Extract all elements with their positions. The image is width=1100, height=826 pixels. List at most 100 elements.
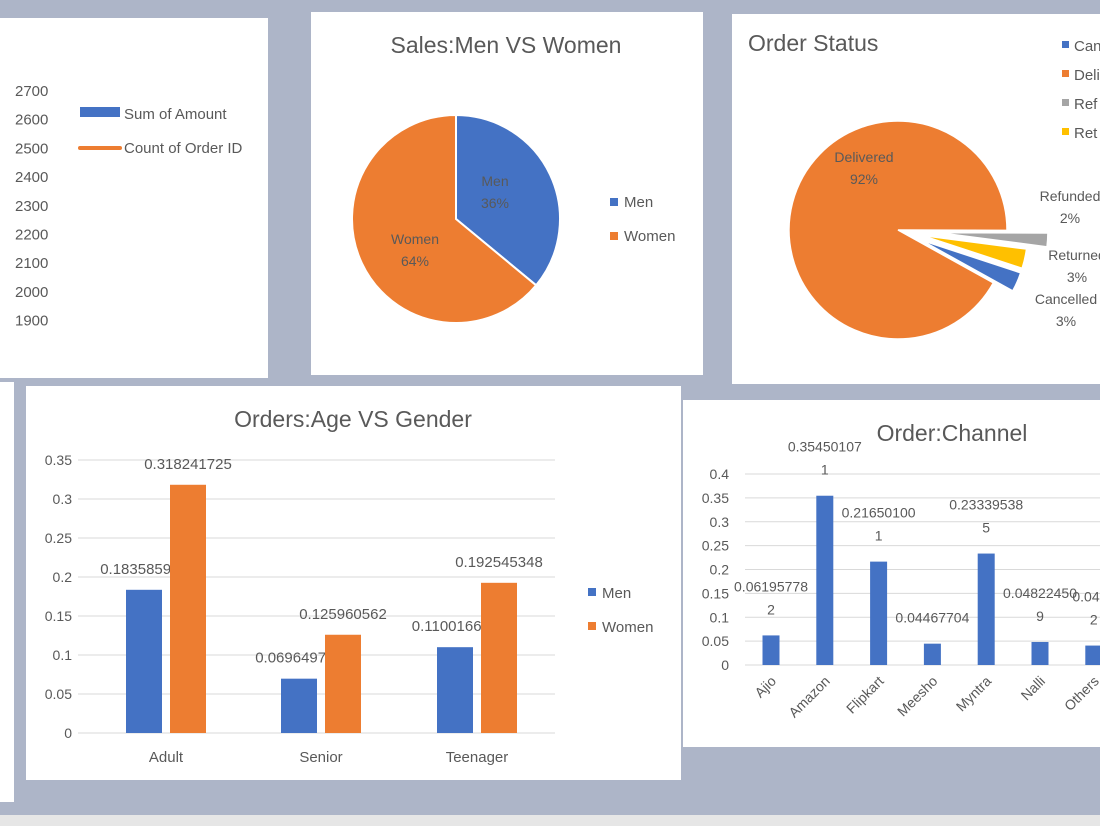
y-tick-label: 2000: [15, 284, 48, 301]
data-label: Refunded: [1040, 188, 1100, 204]
data-label: 64%: [401, 253, 429, 269]
data-label: 0.069649788: [255, 650, 343, 667]
x-tick-label: Myntra: [953, 673, 995, 715]
data-label: 2: [767, 601, 775, 617]
data-label: 0.23339538: [949, 497, 1023, 513]
y-tick-label: 2400: [15, 169, 48, 186]
legend-swatch: [610, 198, 618, 206]
bar-meesho: [923, 643, 941, 665]
legend-swatch: [1062, 41, 1069, 48]
legend-swatch: [610, 232, 618, 240]
data-label: 0.21650100: [842, 505, 916, 521]
y-tick-label: 0.25: [702, 538, 729, 554]
bar-ajio: [762, 635, 780, 665]
legend-swatch: [1062, 99, 1069, 106]
data-label: 1: [821, 462, 829, 478]
x-tick-label: Ajio: [751, 673, 779, 701]
bar-men-adult: [126, 589, 162, 733]
pie-slice-delivered: [788, 120, 1008, 340]
bar-amazon: [816, 495, 834, 665]
data-label: 0.04822450: [1003, 585, 1077, 601]
chart-title: Sales:Men VS Women: [391, 32, 622, 58]
bar-myntra: [977, 553, 995, 665]
data-label: 0.35450107: [788, 439, 862, 455]
panel-order-channel: [683, 400, 1100, 747]
x-tick-label: Adult: [149, 749, 184, 766]
data-label: 5: [982, 520, 990, 536]
bar-nalli: [1031, 641, 1049, 665]
bar-women-senior: [325, 634, 361, 733]
legend-swatch: [588, 588, 596, 596]
legend-label: Deli: [1074, 67, 1100, 84]
y-tick-label: 2100: [15, 255, 48, 272]
data-label: 3%: [1067, 269, 1087, 285]
bar-men-teenager: [437, 647, 473, 733]
y-tick-label: 0.15: [702, 585, 729, 601]
x-tick-label: Senior: [299, 749, 342, 766]
x-tick-label: Meesho: [894, 673, 941, 720]
data-label: Delivered: [834, 149, 893, 165]
status-bar: [0, 815, 1100, 826]
panel-amount-count: [0, 18, 268, 378]
y-tick-label: 2700: [15, 83, 48, 100]
legend-label: Count of Order ID: [124, 140, 243, 157]
legend-swatch: [1062, 70, 1069, 77]
y-tick-label: 0: [64, 725, 72, 741]
y-tick-label: 2600: [15, 112, 48, 129]
legend-swatch: [588, 622, 596, 630]
data-label: 2%: [1060, 210, 1080, 226]
pie-slice-men: [455, 113, 561, 287]
data-label: 0.192545348: [455, 554, 543, 571]
y-tick-label: 0.05: [702, 633, 729, 649]
y-tick-label: 0.3: [53, 491, 73, 507]
legend-label: Women: [602, 619, 653, 636]
data-label: Men: [481, 173, 508, 189]
data-label: 0.183585909: [100, 561, 188, 578]
data-label: 1: [875, 528, 883, 544]
chart-title: Orders:Age VS Gender: [234, 406, 472, 432]
data-label: 0.04467704: [895, 610, 969, 626]
x-tick-label: Amazon: [785, 673, 833, 721]
legend-label: Ref: [1074, 96, 1098, 113]
bar-men-senior: [281, 678, 317, 733]
legend-label: Sum of Amount: [124, 106, 227, 123]
y-tick-label: 0.1: [53, 647, 73, 663]
bar-women-adult: [170, 484, 206, 733]
data-label: 2: [1090, 612, 1098, 628]
y-tick-label: 0.4: [710, 466, 730, 482]
legend-label: Can: [1074, 38, 1100, 55]
pie-slice-refunded: [937, 231, 1049, 248]
legend-label: Men: [624, 194, 653, 211]
y-tick-label: 2200: [15, 227, 48, 244]
legend-label: Women: [624, 228, 675, 245]
bar-others: [1085, 645, 1100, 665]
x-tick-label: Nalli: [1018, 673, 1049, 704]
data-label: Women: [391, 231, 439, 247]
data-label: 0.318241725: [144, 456, 232, 473]
y-tick-label: 0: [721, 657, 729, 673]
y-tick-label: 0.1: [710, 609, 730, 625]
bar-women-teenager: [481, 582, 517, 733]
y-tick-label: 0.15: [45, 608, 72, 624]
y-tick-label: 0.3: [710, 514, 730, 530]
data-label: 0.0407: [1072, 589, 1100, 605]
y-tick-label: 1900: [15, 313, 48, 330]
pie-slice-returned: [922, 234, 1028, 270]
data-label: Returned: [1048, 247, 1100, 263]
data-label: 3%: [1056, 313, 1076, 329]
y-tick-label: 2500: [15, 140, 48, 157]
data-label: 0.110016668: [412, 618, 498, 635]
panel-left-strip: [0, 382, 14, 802]
legend-swatch-sum-of-amount: [80, 107, 120, 117]
y-tick-label: 0.2: [710, 562, 730, 578]
pie-slice-women: [351, 113, 538, 324]
y-tick-label: 0.05: [45, 686, 72, 702]
x-tick-label: Others: [1061, 673, 1100, 714]
data-label: 0.125960562: [299, 606, 387, 623]
data-label: 9: [1036, 608, 1044, 624]
bar-flipkart: [870, 561, 888, 665]
x-tick-label: Flipkart: [843, 673, 887, 717]
data-label: 0.06195778: [734, 578, 808, 594]
data-label: 92%: [850, 171, 878, 187]
